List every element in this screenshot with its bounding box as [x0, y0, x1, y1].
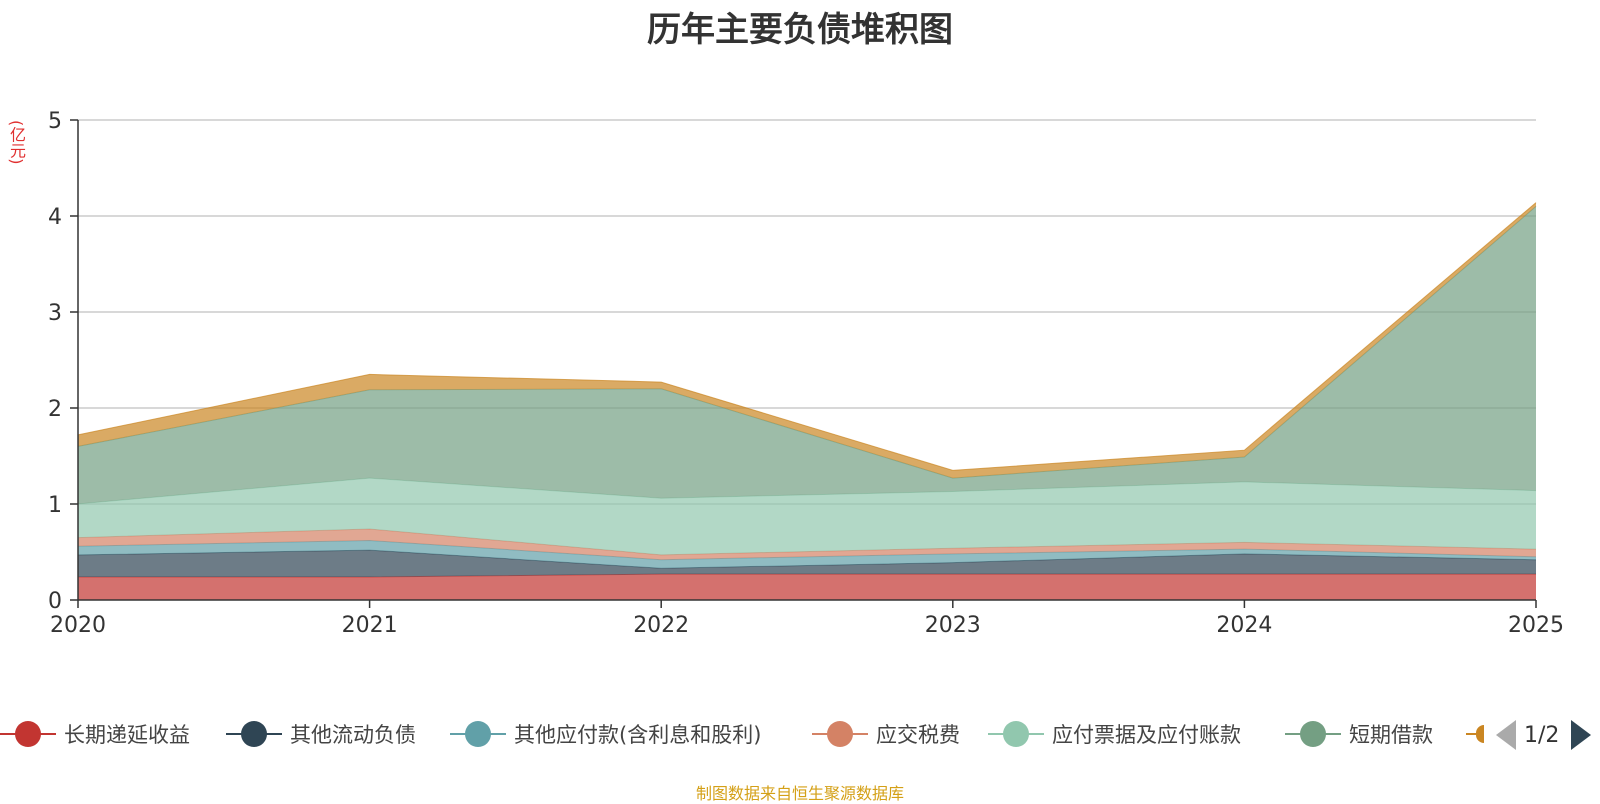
legend-label: 其他流动负债	[290, 723, 416, 747]
x-tick-label: 2021	[342, 613, 398, 638]
legend-label: 其他应付款(含利息和股利)	[514, 723, 762, 747]
y-tick-label: 5	[48, 109, 62, 134]
legend-marker-icon	[988, 716, 1044, 752]
legend-label: 应交税费	[876, 723, 960, 747]
area-series-2	[78, 540, 1536, 569]
area-series-1	[78, 550, 1536, 577]
legend-item[interactable]: 长期递延收益	[0, 716, 190, 752]
legend-item[interactable]: 短期借款	[1285, 716, 1433, 752]
y-axis-unit: (亿元)	[7, 120, 26, 165]
y-tick-label: 0	[48, 589, 62, 614]
chart-title: 历年主要负债堆积图	[647, 10, 953, 50]
legend-prev-page-icon[interactable]	[1496, 720, 1516, 750]
legend-item[interactable]: 应交税费	[812, 716, 960, 752]
legend-label: 长期递延收益	[64, 723, 190, 747]
legend-marker-icon	[1285, 716, 1341, 752]
x-tick-label: 2024	[1216, 613, 1272, 638]
area-series-3	[78, 529, 1536, 560]
legend-next-page-icon[interactable]	[1571, 720, 1592, 750]
x-tick-label: 2023	[925, 613, 981, 638]
legend-marker-icon	[226, 716, 282, 752]
area-edge-6	[77, 202, 1537, 471]
legend-marker-icon	[812, 716, 868, 752]
y-tick-label: 2	[48, 397, 62, 422]
legend-item[interactable]: 其他应付款(含利息和股利)	[450, 716, 761, 752]
axes: 0 1 2 3 4 5 2020 2021 2022 2023 2024 2025	[48, 109, 1564, 638]
legend-marker-icon	[0, 716, 56, 752]
legend-label: 应付票据及应付账款	[1052, 723, 1241, 747]
y-tick-label: 4	[48, 205, 62, 230]
legend-label: 短期借款	[1349, 723, 1433, 747]
stacked-area-chart: 0 1 2 3 4 5 2020 2021 2022 2023 2024 2025	[48, 109, 1564, 638]
legend-item[interactable]: 其他流动负债	[226, 716, 416, 752]
x-tick-label: 2020	[50, 613, 106, 638]
legend-marker-icon	[450, 716, 506, 752]
source-note: 制图数据来自恒生聚源数据库	[695, 784, 904, 803]
area-series-0	[78, 574, 1536, 600]
y-tick-label: 1	[48, 493, 62, 518]
area-series-5	[78, 206, 1536, 504]
legend-page-indicator: 1/2	[1524, 722, 1560, 748]
legend: 长期递延收益 其他流动负债 其他应付款(含利息和股利) 应交税费 应付票据及应付账款 短期…	[0, 716, 1600, 756]
legend-marker-partial-icon	[1466, 725, 1484, 743]
x-tick-label: 2025	[1508, 613, 1564, 638]
area-series-4	[78, 478, 1536, 555]
legend-item[interactable]: 应付票据及应付账款	[988, 716, 1241, 752]
area-series	[77, 202, 1537, 600]
x-tick-label: 2022	[633, 613, 689, 638]
legend-pager: 1/2	[1496, 720, 1592, 750]
y-tick-label: 3	[48, 301, 62, 326]
